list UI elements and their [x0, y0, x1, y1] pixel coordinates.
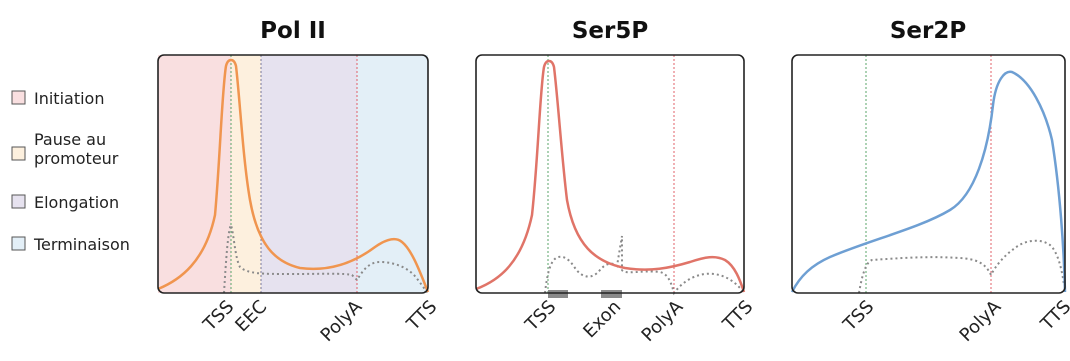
panel-frame [475, 54, 745, 294]
panel-title-pol-ii: Pol II [260, 18, 326, 44]
tick-label-polya: PolyA [317, 296, 367, 346]
tick-label-eec: EEC [231, 296, 271, 336]
tick-label-polya: PolyA [956, 296, 1006, 346]
dotted-curve [858, 239, 1065, 294]
panel-title-ser5p: Ser5P [572, 18, 648, 44]
tick-label-tts: TTS [402, 296, 441, 335]
region-initiation [158, 55, 231, 293]
legend-label-pause-line2: promoteur [34, 149, 119, 168]
exon-bar [601, 290, 622, 298]
tick-label-tts: TTS [718, 296, 757, 335]
legend-label-terminaison: Terminaison [33, 235, 130, 254]
legend-swatch-pause [11, 146, 26, 161]
panel-ser2p: Ser2P TSS PolyA TTS [790, 18, 1070, 346]
dotted-curve [544, 235, 745, 296]
tick-label-tss: TSS [199, 296, 238, 335]
legend-label-initiation: Initiation [34, 89, 104, 108]
legend-swatch-terminaison [11, 236, 26, 251]
region-elongation [261, 55, 357, 293]
tick-label-polya: PolyA [638, 296, 688, 346]
tick-label-tss: TSS [521, 296, 560, 335]
panel-ser5p: Ser5P TSS Exon PolyA TTS [475, 18, 757, 346]
panel-frame [157, 54, 429, 294]
legend-swatch-initiation [11, 90, 26, 105]
exon-bar [548, 290, 568, 298]
tick-label-tts: TTS [1036, 296, 1070, 335]
dotted-curve [223, 222, 429, 294]
legend: Initiation Pause au promoteur Elongation… [11, 89, 130, 254]
main-curve [157, 58, 430, 293]
tick-label-tss: TSS [839, 296, 878, 335]
tick-label-exon: Exon [579, 296, 625, 342]
region-terminaison [357, 55, 428, 293]
legend-label-elongation: Elongation [34, 193, 119, 212]
legend-swatch-elongation [11, 194, 26, 209]
panel-frame [791, 54, 1066, 294]
panel-pol-ii: Pol II TSS EEC PolyA TTS [157, 18, 441, 346]
main-curve [475, 59, 746, 293]
panel-title-ser2p: Ser2P [890, 18, 966, 44]
legend-label-pause-line1: Pause au [34, 130, 106, 149]
main-curve [790, 70, 1067, 293]
